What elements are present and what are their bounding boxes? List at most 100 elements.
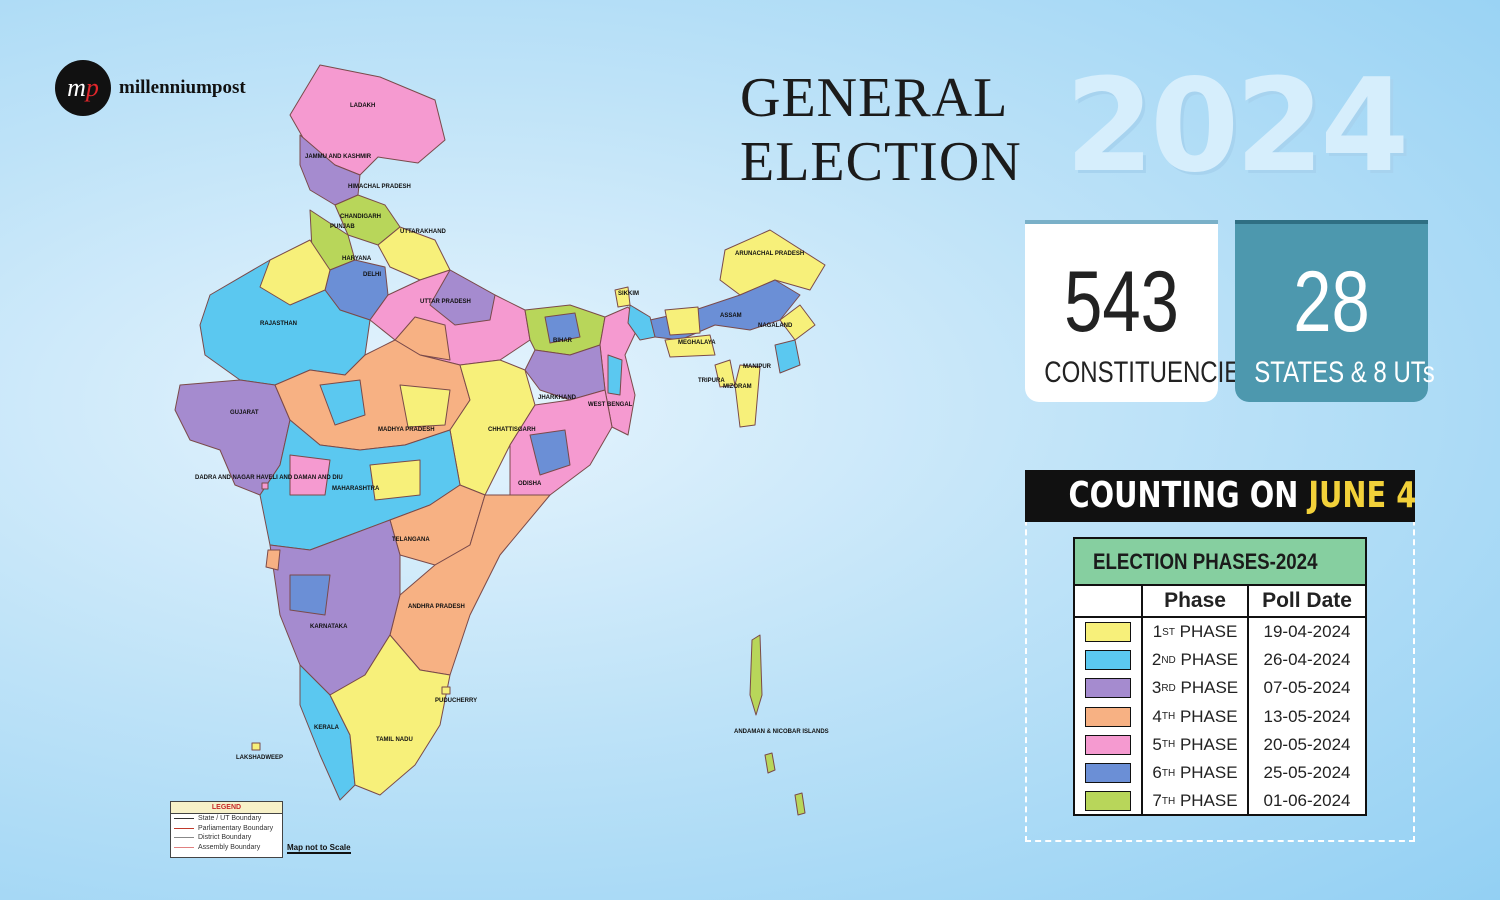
label-hp: HIMACHAL PRADESH	[348, 184, 411, 190]
label-tripura: TRIPURA	[698, 378, 725, 384]
label-rajasthan: RAJASTHAN	[260, 321, 297, 327]
region-mizoram	[734, 364, 761, 428]
phase-number: 5	[1152, 734, 1162, 754]
label-punjab: PUNJAB	[330, 224, 355, 230]
stat-label: STATES & 8 UTs	[1254, 356, 1435, 389]
label-maharashtra: MAHARASHTRA	[332, 486, 380, 492]
label-dnh: DADRA AND NAGAR HAVELI AND DAMAN AND DIU	[195, 475, 343, 481]
phase-swatch-cell	[1075, 702, 1143, 731]
phase-suffix: PHASE	[1175, 650, 1239, 670]
phase-swatch-cell	[1075, 787, 1143, 816]
label-bihar: BIHAR	[553, 338, 573, 344]
brand-mark-m: m	[67, 73, 86, 102]
label-puducherry: PUDUCHERRY	[435, 698, 477, 704]
title-line-2: ELECTION	[740, 131, 1022, 193]
phase-swatch-cell	[1075, 646, 1143, 675]
region-tn	[329, 634, 451, 796]
phase-number: 6	[1152, 763, 1162, 783]
table-row: 2 ND PHASE 26-04-2024	[1075, 646, 1365, 675]
phase-color-swatch	[1085, 650, 1131, 671]
stat-value: 543	[1064, 254, 1179, 350]
region-up-east	[429, 269, 496, 326]
legend-title: LEGEND	[171, 802, 282, 814]
phase-number: 4	[1152, 706, 1162, 726]
phase-swatch-cell	[1075, 674, 1143, 703]
legend-item: District Boundary	[171, 833, 282, 843]
region-karnataka-blue	[289, 574, 331, 616]
phase-suffix: PHASE	[1175, 706, 1238, 726]
legend-line-swatch	[174, 827, 194, 829]
label-jk: JAMMU AND KASHMIR	[305, 154, 372, 160]
legend-item-label: State / UT Boundary	[198, 815, 262, 822]
label-meghalaya: MEGHALAYA	[678, 340, 716, 346]
phase-color-swatch	[1085, 734, 1131, 755]
label-ladakh: LADAKH	[350, 103, 375, 109]
phase-date: 20-05-2024	[1263, 734, 1351, 754]
legend-item-label: Parliamentary Boundary	[198, 824, 274, 832]
legend-line-swatch	[174, 846, 194, 848]
table-row: 7 TH PHASE 01-06-2024	[1075, 787, 1365, 816]
phase-ordinal: TH	[1161, 739, 1176, 751]
region-manipur	[774, 339, 801, 374]
region-mp-blue	[319, 379, 366, 426]
phase-date: 25-05-2024	[1263, 763, 1351, 783]
map-legend: LEGEND State / UT Boundary Parliamentary …	[170, 801, 283, 858]
region-rajasthan-north	[259, 239, 331, 306]
election-phases-table: ELECTION PHASES-2024 Phase Poll Date 1 ST…	[1073, 537, 1367, 816]
phase-suffix: PHASE	[1175, 678, 1239, 698]
legend-items: State / UT Boundary Parliamentary Boundar…	[171, 814, 282, 852]
phase-number: 3	[1151, 678, 1162, 698]
title-year: 2024	[1065, 52, 1409, 201]
label-arunachal: ARUNACHAL PRADESH	[735, 251, 804, 257]
phase-ordinal: ND	[1161, 654, 1176, 666]
brand-name: millenniumpost	[119, 77, 246, 98]
stat-value: 28	[1293, 254, 1370, 350]
phase-color-swatch	[1085, 678, 1131, 699]
column-header-color	[1075, 586, 1143, 616]
region-sikkim	[614, 286, 631, 308]
region-chhattisgarh	[449, 359, 536, 496]
label-ap: ANDHRA PRADESH	[408, 604, 465, 610]
region-karnataka	[269, 519, 401, 696]
phase-name: 2 ND PHASE	[1143, 646, 1249, 675]
region-meghalaya	[664, 334, 716, 358]
phase-suffix: PHASE	[1175, 763, 1238, 783]
table-header-row: Phase Poll Date	[1075, 586, 1365, 618]
label-wb: WEST BENGAL	[588, 402, 633, 408]
label-up: UTTAR PRADESH	[420, 299, 471, 305]
phase-ordinal: TH	[1161, 795, 1176, 807]
legend-item: Parliamentary Boundary	[171, 824, 282, 834]
brand-mark-p: p	[85, 73, 99, 102]
scale-note: Map not to Scale	[287, 843, 351, 854]
phase-swatch-cell	[1075, 758, 1143, 788]
label-assam: ASSAM	[720, 313, 742, 319]
legend-item-label: District Boundary	[198, 834, 252, 841]
label-jharkhand: JHARKHAND	[538, 395, 577, 401]
label-chandigarh: CHANDIGARH	[340, 214, 381, 220]
phase-ordinal: ST	[1162, 626, 1175, 638]
phase-suffix: PHASE	[1175, 791, 1238, 811]
region-odisha-blue	[529, 429, 571, 476]
stat-card-states: 28 STATES & 8 UTs	[1235, 220, 1435, 402]
phase-swatch-cell	[1075, 730, 1143, 759]
phase-date: 01-06-2024	[1263, 791, 1351, 811]
region-goa	[265, 549, 281, 571]
phase-name: 7 TH PHASE	[1143, 787, 1249, 816]
phase-name: 6 TH PHASE	[1143, 758, 1249, 788]
column-header-date: Poll Date	[1262, 589, 1352, 612]
table-row: 3 RD PHASE 07-05-2024	[1075, 674, 1365, 703]
phase-date: 19-04-2024	[1263, 622, 1351, 642]
region-bihar-2	[544, 312, 581, 344]
region-assam-yellow	[664, 306, 701, 336]
phase-name: 4 TH PHASE	[1143, 702, 1249, 731]
legend-line-swatch	[174, 818, 194, 820]
table-row: 5 TH PHASE 20-05-2024	[1075, 730, 1365, 759]
region-maharashtra-pink	[289, 454, 331, 496]
region-ne-connector	[627, 304, 656, 341]
column-header-phase: Phase	[1143, 586, 1249, 616]
counting-banner: COUNTING ON JUNE 4	[1025, 470, 1416, 522]
table-row: 1 ST PHASE 19-04-2024	[1075, 618, 1365, 647]
phase-date: 07-05-2024	[1263, 678, 1351, 698]
phase-color-swatch	[1085, 706, 1131, 727]
